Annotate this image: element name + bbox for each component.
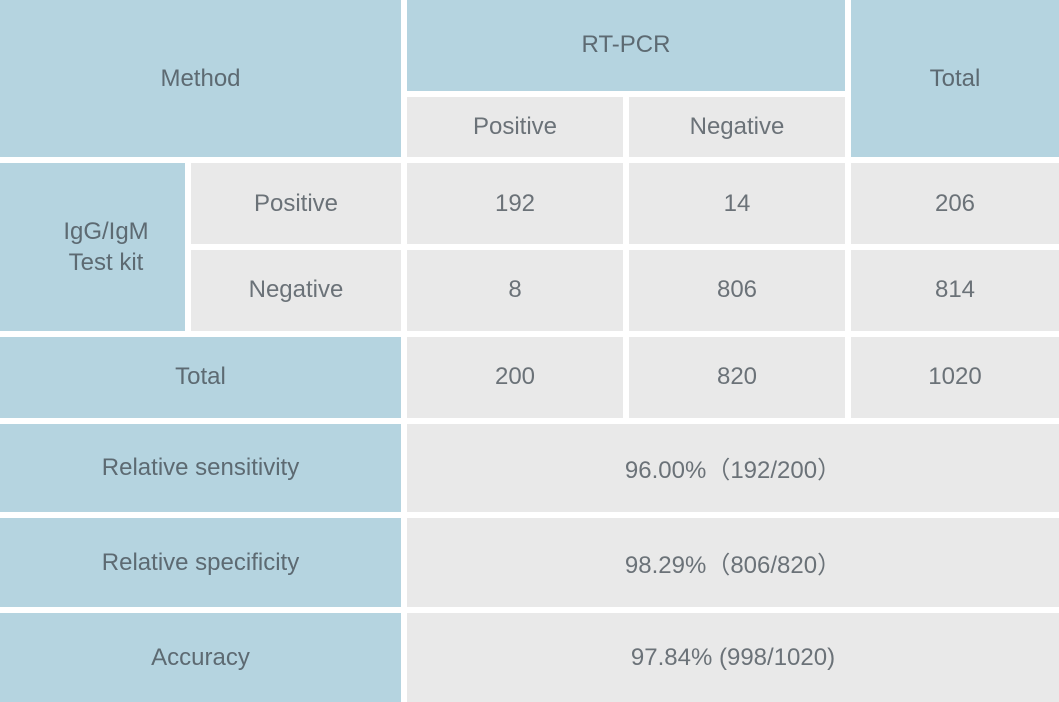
metric-accuracy-label: Accuracy [0,613,401,702]
row-positive-label: Positive [191,163,401,244]
header-positive: Positive [407,97,623,158]
cell-neg-neg: 806 [629,250,845,331]
metric-sensitivity-label: Relative sensitivity [0,424,401,513]
metric-specificity-value: 98.29%（806/820） [407,518,1059,607]
cell-total-pos: 200 [407,337,623,418]
row-negative-label: Negative [191,250,401,331]
header-rtpcr: RT-PCR [407,0,845,91]
cell-pos-neg: 14 [629,163,845,244]
cell-neg-pos: 8 [407,250,623,331]
cell-total-neg: 820 [629,337,845,418]
cell-neg-total: 814 [851,250,1059,331]
row-total-label: Total [0,337,401,418]
cell-total-total: 1020 [851,337,1059,418]
header-total: Total [851,0,1059,157]
header-method: Method [0,0,401,157]
metric-sensitivity-value: 96.00%（192/200） [407,424,1059,513]
cell-pos-pos: 192 [407,163,623,244]
comparison-table: Method RT-PCR Total Positive Negative Ig… [0,0,1059,702]
metric-specificity-label: Relative specificity [0,518,401,607]
metric-accuracy-value: 97.84% (998/1020) [407,613,1059,702]
header-negative: Negative [629,97,845,158]
cell-pos-total: 206 [851,163,1059,244]
rowgroup-igg-igm: IgG/IgM Test kit [0,163,185,330]
